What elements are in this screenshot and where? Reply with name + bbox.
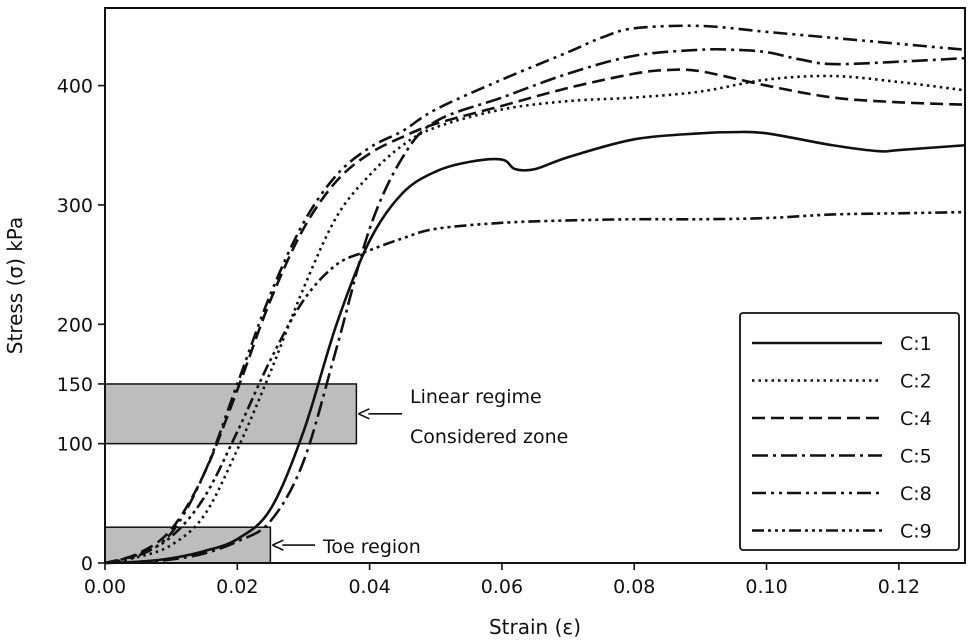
series-line-C4 [104,68,966,565]
x-tick-label: 0.12 [878,576,920,598]
series-line-C1 [104,130,966,565]
series-line-C8 [104,24,966,565]
annotation-label: Toe region [322,536,421,558]
series-lines [104,24,966,565]
annotation-arrow-head [358,408,370,420]
x-axis-label: Strain (ε) [489,615,581,639]
x-tick-label: 0.06 [481,576,523,598]
y-tick-label: 300 [57,195,93,217]
y-tick-label: 400 [57,76,93,98]
x-tick-label: 0.00 [84,576,126,598]
legend-label: C:1 [900,333,932,355]
y-tick-label: 200 [57,314,93,336]
axis-ticks: 0.00 0.02 0.04 0.06 0.08 0.10 0.12 0 100 150 200 30… [57,76,920,598]
y-tick-label: 0 [81,553,93,575]
series-line-C9 [104,210,966,565]
y-tick-label: 100 [57,434,93,456]
annotation-arrow-head [272,539,284,551]
x-tick-label: 0.04 [348,576,390,598]
annotation-label: Considered zone [410,426,568,448]
annotation-label: Linear regime [410,386,542,408]
y-axis-label: Stress (σ) kPa [3,217,27,354]
x-tick-label: 0.10 [745,576,787,598]
legend-label: C:5 [900,446,932,468]
legend-label: C:9 [900,521,932,543]
plot-frame [104,7,966,564]
series-line-C2 [104,74,966,565]
region-annotations: Linear regime Considered zone Toe region [272,386,568,558]
legend-box [739,312,960,551]
legend-label: C:2 [900,371,932,393]
x-tick-label: 0.08 [613,576,655,598]
legend-label: C:4 [900,408,932,430]
y-tick-label: 150 [57,374,93,396]
x-tick-label: 0.02 [216,576,258,598]
legend-label: C:8 [900,483,932,505]
series-line-C5 [104,47,966,565]
legend: C:1 C:2 C:4 C:5 C:8 C:9 [739,312,960,551]
